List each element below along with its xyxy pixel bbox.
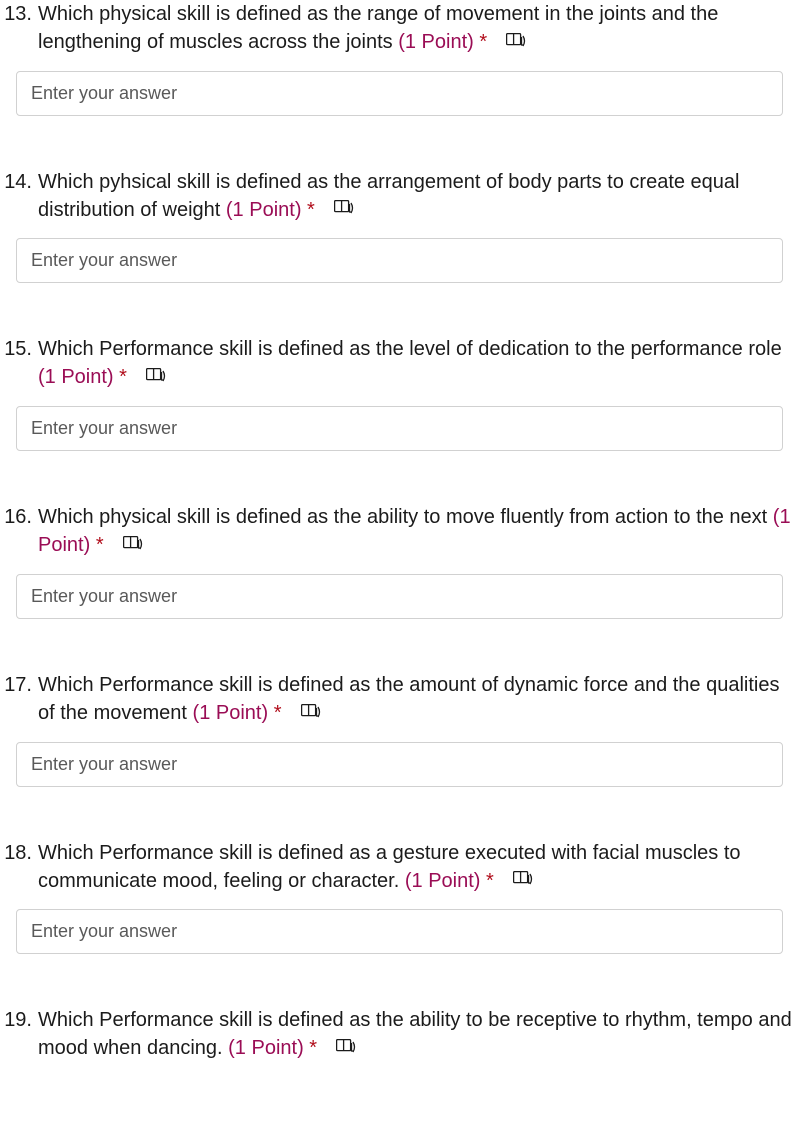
question-text-wrap: Which Performance skill is defined as th… [38, 671, 795, 728]
immersive-reader-icon[interactable] [123, 532, 143, 560]
question-text-wrap: Which Performance skill is defined as th… [38, 1006, 795, 1063]
question-row: 17.Which Performance skill is defined as… [0, 671, 799, 742]
immersive-reader-icon[interactable] [513, 867, 533, 895]
required-marker: * [96, 534, 104, 556]
question-row: 18.Which Performance skill is defined as… [0, 839, 799, 910]
immersive-reader-icon[interactable] [301, 700, 321, 728]
question-block: 13.Which physical skill is defined as th… [0, 0, 799, 168]
points-label: (1 Point) [228, 1037, 304, 1059]
question-text-wrap: Which pyhsical skill is defined as the a… [38, 168, 795, 225]
question-number: 17. [4, 671, 38, 699]
required-marker: * [479, 31, 487, 53]
question-text: Which Performance skill is defined as th… [38, 1009, 792, 1059]
question-row: 14.Which pyhsical skill is defined as th… [0, 168, 799, 239]
required-marker: * [307, 199, 315, 221]
points-label: (1 Point) [193, 702, 269, 724]
question-text: Which physical skill is defined as the a… [38, 506, 767, 528]
question-block: 19.Which Performance skill is defined as… [0, 1006, 799, 1129]
required-marker: * [274, 702, 282, 724]
required-marker: * [486, 870, 494, 892]
question-block: 14.Which pyhsical skill is defined as th… [0, 168, 799, 336]
question-text: Which Performance skill is defined as a … [38, 842, 741, 892]
immersive-reader-icon[interactable] [334, 196, 354, 224]
answer-input[interactable] [16, 574, 783, 619]
question-block: 17.Which Performance skill is defined as… [0, 671, 799, 839]
immersive-reader-icon[interactable] [506, 29, 526, 57]
answer-input[interactable] [16, 71, 783, 116]
points-label: (1 Point) [38, 366, 114, 388]
answer-input[interactable] [16, 406, 783, 451]
required-marker: * [119, 366, 127, 388]
question-text-wrap: Which Performance skill is defined as a … [38, 839, 795, 896]
answer-input[interactable] [16, 742, 783, 787]
points-label: (1 Point) [226, 199, 302, 221]
question-text: Which Performance skill is defined as th… [38, 338, 782, 360]
question-block: 15.Which Performance skill is defined as… [0, 335, 799, 503]
immersive-reader-icon[interactable] [336, 1035, 356, 1063]
question-row: 19.Which Performance skill is defined as… [0, 1006, 799, 1077]
question-text: Which Performance skill is defined as th… [38, 674, 779, 724]
question-text: Which physical skill is defined as the r… [38, 3, 718, 53]
question-text-wrap: Which Performance skill is defined as th… [38, 335, 795, 392]
question-text: Which pyhsical skill is defined as the a… [38, 171, 739, 221]
immersive-reader-icon[interactable] [146, 364, 166, 392]
question-number: 13. [4, 0, 38, 28]
quiz-form: 13.Which physical skill is defined as th… [0, 0, 799, 1129]
question-number: 15. [4, 335, 38, 363]
answer-input[interactable] [16, 909, 783, 954]
question-row: 13.Which physical skill is defined as th… [0, 0, 799, 71]
question-block: 16.Which physical skill is defined as th… [0, 503, 799, 671]
question-row: 15.Which Performance skill is defined as… [0, 335, 799, 406]
question-text-wrap: Which physical skill is defined as the r… [38, 0, 795, 57]
question-block: 18.Which Performance skill is defined as… [0, 839, 799, 1007]
question-row: 16.Which physical skill is defined as th… [0, 503, 799, 574]
question-number: 16. [4, 503, 38, 531]
points-label: (1 Point) [405, 870, 481, 892]
question-number: 18. [4, 839, 38, 867]
question-number: 14. [4, 168, 38, 196]
question-text-wrap: Which physical skill is defined as the a… [38, 503, 795, 560]
required-marker: * [309, 1037, 317, 1059]
question-number: 19. [4, 1006, 38, 1034]
points-label: (1 Point) [398, 31, 474, 53]
answer-input[interactable] [16, 238, 783, 283]
